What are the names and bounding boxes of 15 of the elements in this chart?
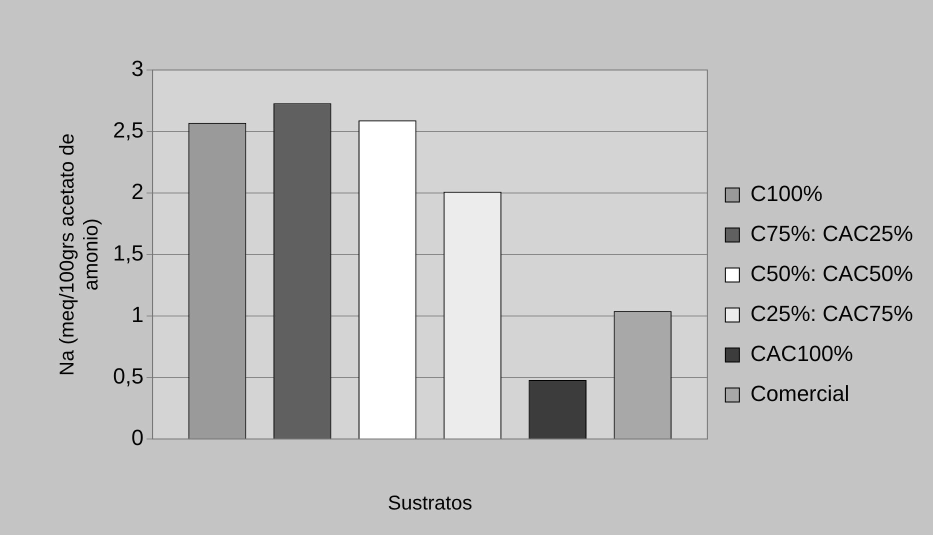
legend-label: Comercial [750,381,850,406]
y-tick-label: 2,5 [112,118,144,143]
y-tick-label: 3 [131,56,144,82]
y-tick-label: 2 [131,179,144,204]
legend-label: C25%: CAC75% [750,301,914,326]
y-axis-title: Na (meq/100grs acetato de amonio) [56,133,103,376]
y-tick-label: 0,5 [112,364,144,389]
x-axis-title: Sustratos [388,492,472,515]
y-tick-label: 1 [131,302,144,328]
y-tick-label: 0 [131,425,144,450]
legend-label: C100% [750,181,823,206]
legend-label: C50%: CAC50% [750,261,914,286]
legend-label: C75%: CAC25% [750,221,914,246]
y-tick-label: 1,5 [112,240,144,266]
legend-label: CAC100% [750,341,854,366]
